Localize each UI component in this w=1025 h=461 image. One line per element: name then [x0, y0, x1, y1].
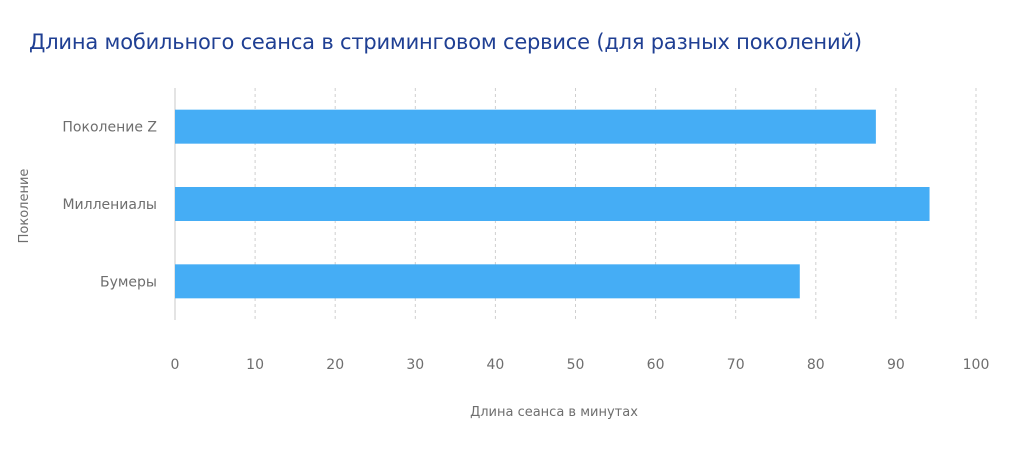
x-tick-label: 60: [647, 357, 665, 373]
x-tick-label: 30: [406, 357, 424, 373]
x-tick-label: 70: [727, 357, 745, 373]
x-tick-label: 50: [567, 357, 585, 373]
x-tick-label: 90: [887, 357, 905, 373]
x-tick-label: 40: [486, 357, 504, 373]
y-axis-label: Поколение: [17, 169, 32, 244]
x-tick-label: 20: [326, 357, 344, 373]
category-labels: Поколение Z Миллениалы Бумеры: [62, 120, 157, 291]
x-tick-label: 10: [246, 357, 264, 373]
x-axis-label: Длина сеанса в минутах: [470, 405, 638, 420]
category-label: Поколение Z: [62, 120, 157, 136]
bars: [175, 109, 930, 299]
x-tick-label: 80: [807, 357, 825, 373]
x-tick-labels: 0 10 20 30 40 50 60 70 80 90 100: [171, 357, 990, 373]
chart-title: Длина мобильного сеанса в стриминговом с…: [29, 30, 862, 54]
bar: [175, 187, 930, 221]
x-tick-label: 0: [171, 357, 180, 373]
category-label: Бумеры: [100, 274, 157, 290]
x-tick-label: 100: [963, 357, 990, 373]
category-label: Миллениалы: [62, 197, 157, 213]
bar: [175, 109, 876, 144]
bar: [175, 264, 800, 299]
